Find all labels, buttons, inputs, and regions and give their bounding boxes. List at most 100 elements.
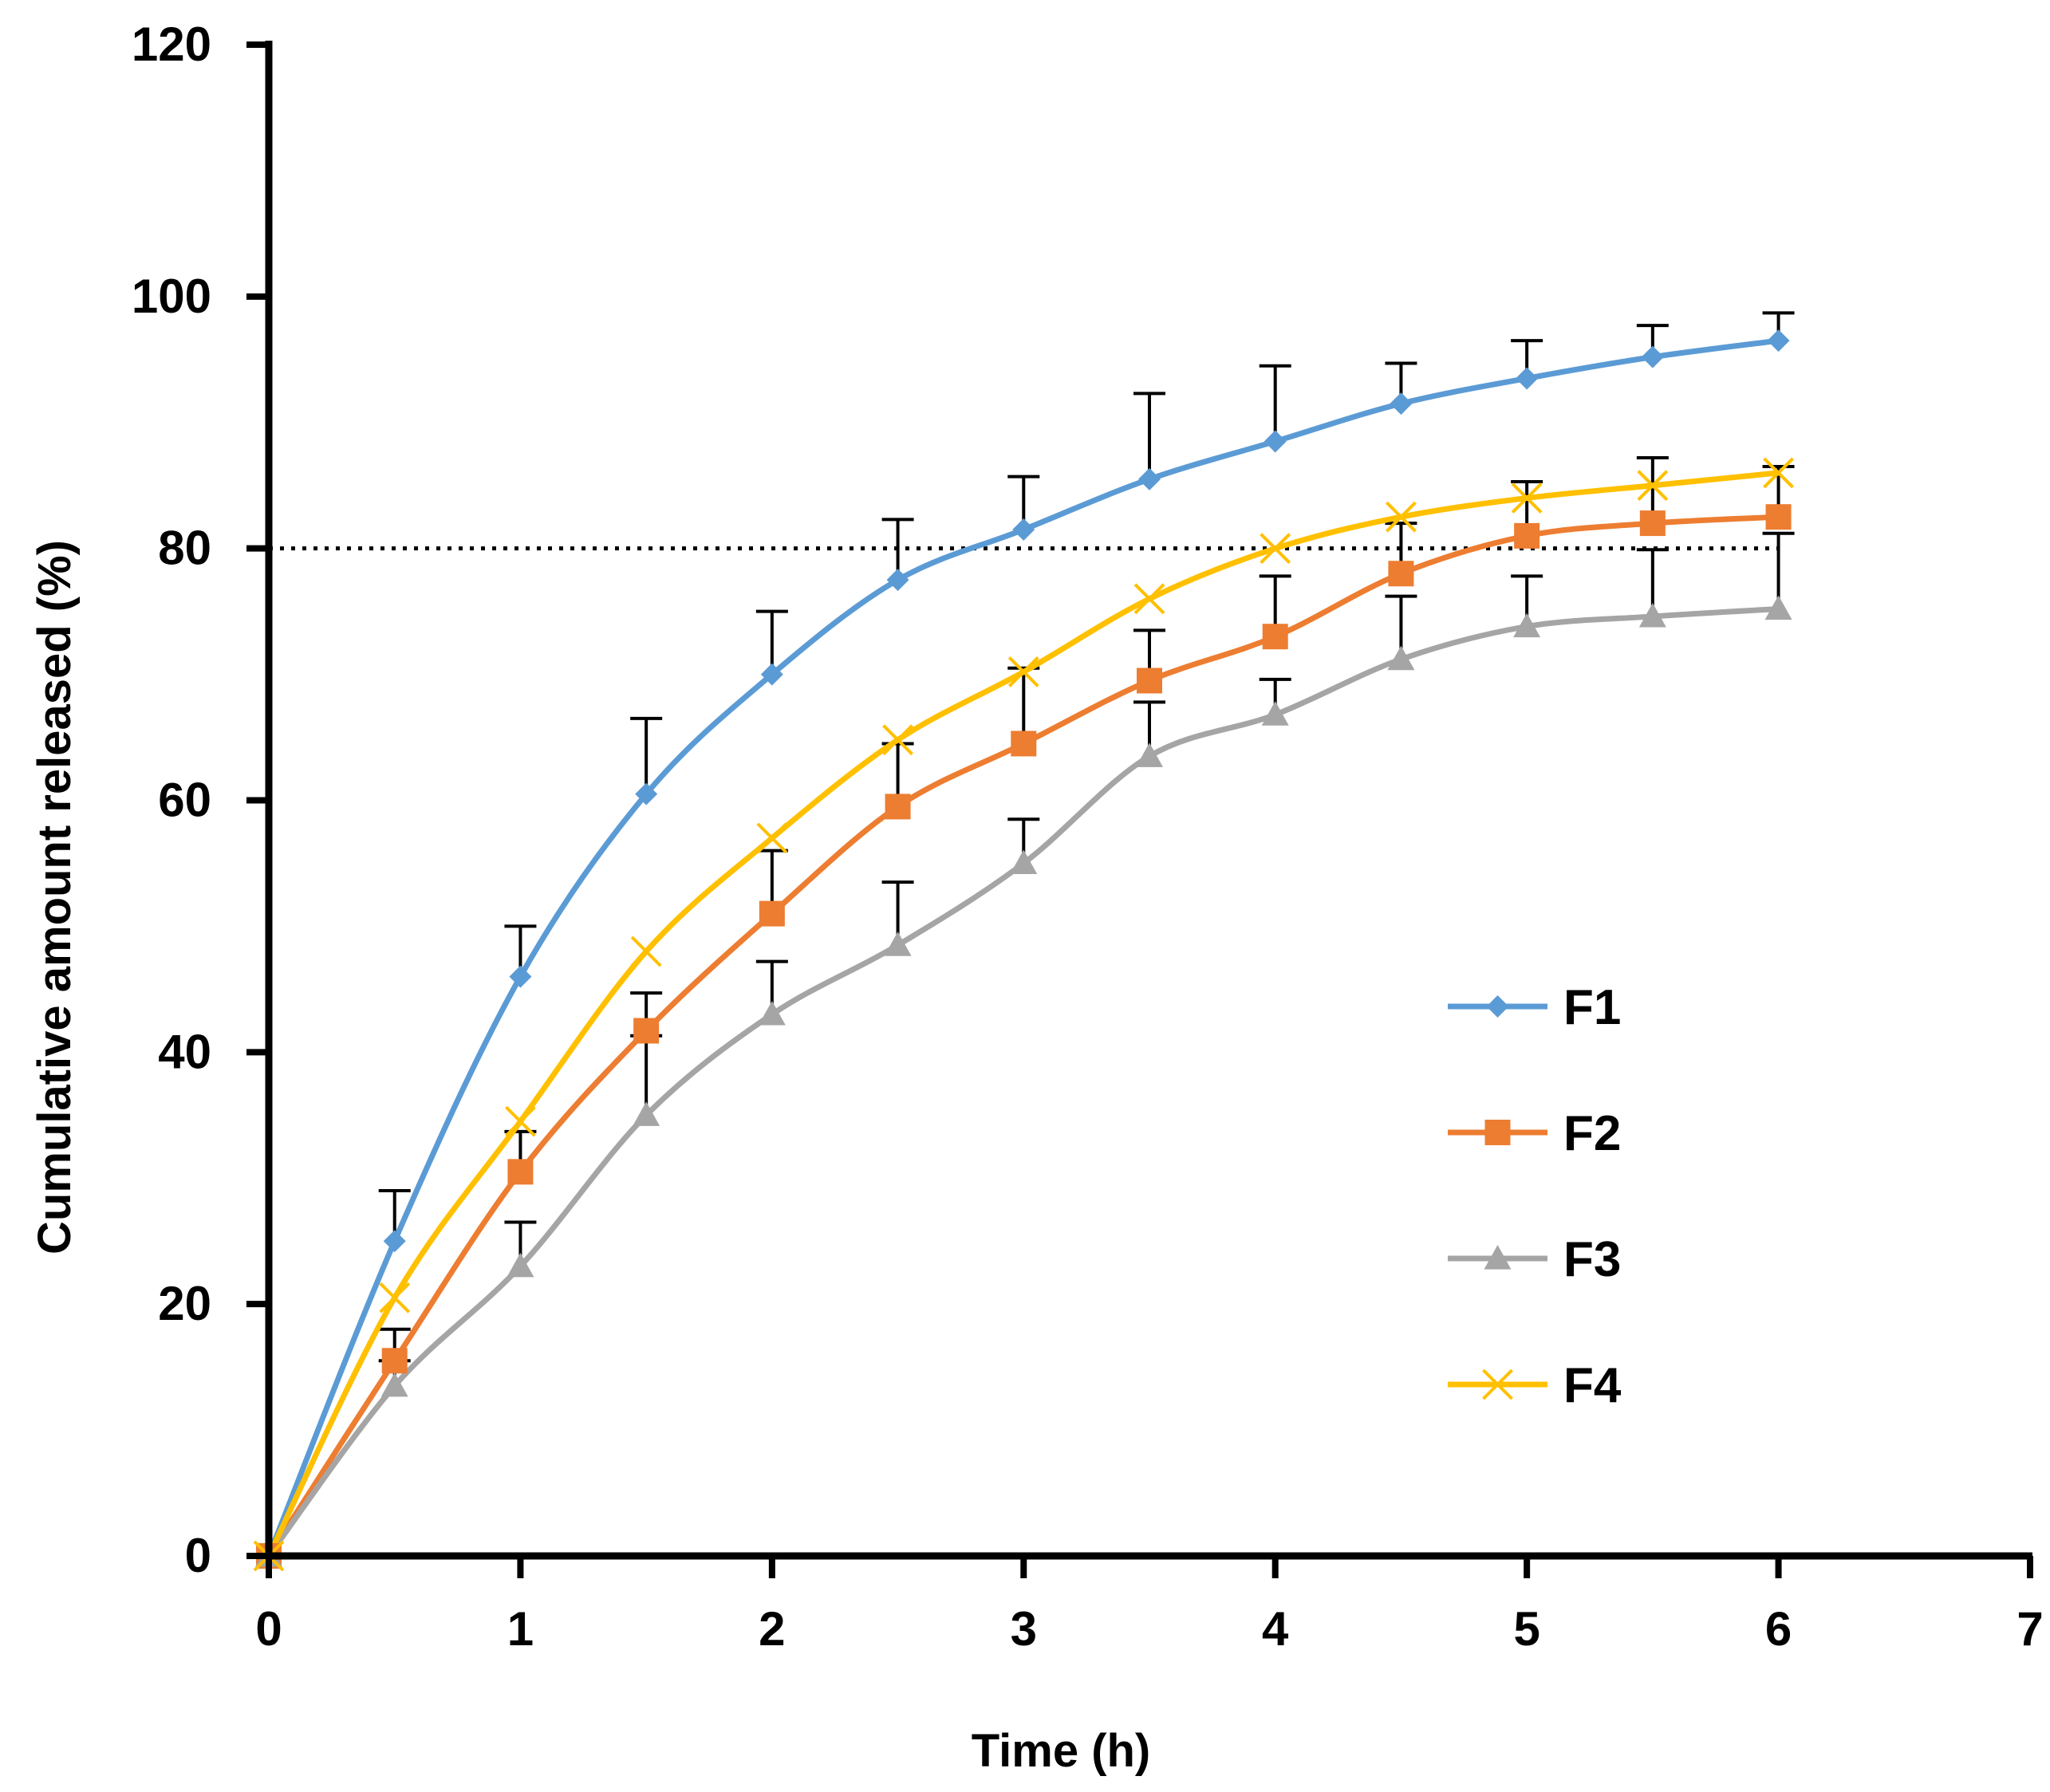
x-tick-label: 0 <box>255 1602 282 1656</box>
y-tick-label: 100 <box>132 270 211 323</box>
data-point-f1 <box>1641 345 1664 368</box>
axes-group <box>246 41 2033 1578</box>
data-point-f2 <box>381 1348 408 1374</box>
series-line-f4 <box>266 470 1779 1558</box>
data-point-f4 <box>1511 482 1543 514</box>
data-point-f3 <box>633 1101 660 1126</box>
data-point-f2 <box>507 1159 534 1185</box>
data-point-f4 <box>379 1282 411 1313</box>
y-tick-label: 20 <box>158 1277 211 1330</box>
data-point-f1 <box>383 1230 406 1253</box>
legend-item-f3: F3 <box>1448 1232 1621 1287</box>
data-point-f4-stroke <box>1260 533 1291 565</box>
data-point-f4 <box>882 724 913 756</box>
data-point-f1 <box>1264 430 1287 453</box>
tick-labels-group: 0 20 40 60 80 100 120 0 1 2 3 4 5 6 7 <box>132 18 2044 1656</box>
x-axis-title: Time (h) <box>972 1725 1151 1777</box>
data-point-f1 <box>1516 367 1539 390</box>
data-point-f3 <box>507 1252 534 1278</box>
data-point-f3 <box>1010 849 1038 875</box>
data-point-f4-stroke <box>505 1105 536 1137</box>
data-point-f2 <box>885 794 911 820</box>
data-point-f2 <box>1388 561 1414 587</box>
data-point-f4 <box>630 935 662 967</box>
x-tick-label: 1 <box>507 1602 534 1656</box>
data-point-f3 <box>1638 602 1666 628</box>
y-tick-label: 0 <box>185 1529 211 1582</box>
data-point-f4-stroke <box>882 724 913 756</box>
data-point-f3 <box>884 931 912 956</box>
data-point-f2 <box>1011 731 1037 757</box>
data-point-f4 <box>1007 656 1039 687</box>
data-point-f4-stroke <box>1763 457 1794 489</box>
y-tick-label: 80 <box>158 522 211 575</box>
legend: F1 F2 F3 F4 <box>1448 980 1622 1413</box>
error-bars-group <box>378 311 1795 1386</box>
data-point-f4 <box>1386 501 1417 533</box>
data-point-f4-stroke <box>1511 482 1543 514</box>
y-tick-label: 120 <box>132 18 211 71</box>
legend-marker-f4 <box>1482 1369 1513 1400</box>
data-point-f1 <box>1390 392 1413 416</box>
data-point-f2 <box>1262 624 1288 650</box>
data-point-f3 <box>1513 612 1541 638</box>
data-point-f4 <box>1260 533 1291 565</box>
x-tick-label: 5 <box>1513 1602 1539 1656</box>
legend-marker-f4-stroke <box>1482 1369 1513 1400</box>
data-point-f4-stroke <box>630 935 662 967</box>
data-point-f1 <box>886 569 909 592</box>
data-point-f4 <box>756 822 788 854</box>
data-point-f1 <box>635 782 658 805</box>
x-tick-label: 4 <box>1262 1602 1289 1656</box>
data-point-f4-stroke <box>1133 583 1165 615</box>
data-point-f3 <box>758 1000 786 1026</box>
legend-item-f1: F1 <box>1448 980 1621 1035</box>
data-point-f4-stroke <box>756 822 788 854</box>
data-point-f2 <box>633 1018 660 1044</box>
data-point-f3 <box>1387 645 1415 671</box>
data-point-f1 <box>760 663 783 686</box>
legend-item-f2: F2 <box>1448 1106 1621 1161</box>
data-point-f1 <box>1012 518 1035 541</box>
data-point-f4-stroke <box>379 1282 411 1313</box>
data-point-f4 <box>1763 457 1794 489</box>
legend-marker-f1 <box>1486 995 1509 1018</box>
y-tick-label: 60 <box>158 774 211 827</box>
legend-label-f4: F4 <box>1563 1358 1622 1413</box>
legend-item-f4: F4 <box>1448 1358 1622 1413</box>
legend-label-f1: F1 <box>1563 980 1621 1035</box>
data-point-f1 <box>509 965 532 988</box>
x-tick-label: 3 <box>1011 1602 1037 1656</box>
data-point-f2 <box>1765 504 1792 530</box>
x-tick-label: 7 <box>2016 1602 2043 1656</box>
data-point-f3 <box>1261 701 1289 726</box>
legend-marker-f2 <box>1484 1120 1511 1145</box>
data-point-f4-stroke <box>1007 656 1039 687</box>
y-tick-label: 40 <box>158 1025 211 1078</box>
data-point-f4 <box>505 1105 536 1137</box>
data-point-f1 <box>1767 329 1790 352</box>
markers-group <box>253 329 1794 1572</box>
series-line-f1 <box>266 337 1780 1558</box>
x-tick-label: 6 <box>1765 1602 1792 1656</box>
legend-label-f3: F3 <box>1563 1232 1621 1287</box>
x-tick-label: 2 <box>759 1602 785 1656</box>
data-point-f2 <box>759 900 785 927</box>
y-axis-title: Cumulative amount released (%) <box>29 540 81 1254</box>
series-line-f2 <box>266 514 1779 1558</box>
data-point-f1 <box>1138 467 1161 490</box>
data-point-f4 <box>1637 470 1669 502</box>
data-point-f4-stroke <box>1637 470 1669 502</box>
data-point-f2 <box>1639 510 1666 537</box>
data-point-f2 <box>1514 522 1540 549</box>
data-point-f3 <box>1136 742 1163 767</box>
series-lines-group <box>266 337 1780 1558</box>
data-point-f2 <box>1137 668 1162 694</box>
legend-marker-f3 <box>1484 1245 1512 1270</box>
data-point-f3 <box>380 1372 408 1397</box>
data-point-f4 <box>1133 583 1165 615</box>
legend-label-f2: F2 <box>1563 1106 1621 1161</box>
data-point-f4-stroke <box>1386 501 1417 533</box>
